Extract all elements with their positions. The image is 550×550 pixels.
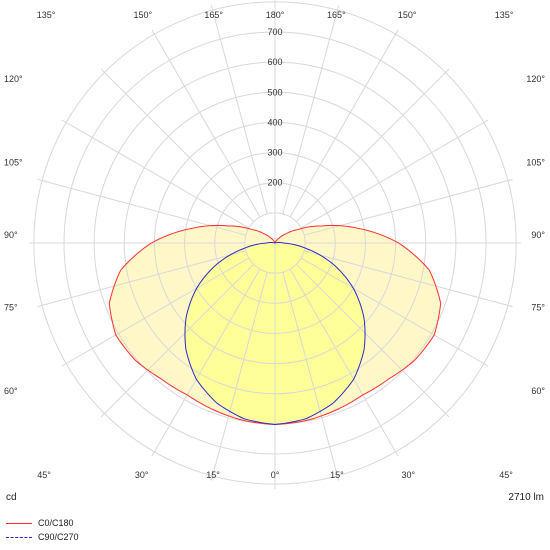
curve-c90-c270 [184, 242, 366, 425]
legend-swatch-red [6, 522, 32, 524]
angle-label: 75° [4, 302, 18, 312]
grid-spoke [303, 178, 513, 236]
radial-tick-label: 700 [267, 27, 282, 37]
grid-spoke [61, 119, 250, 229]
grid-spoke [210, 5, 268, 215]
grid-spoke [289, 268, 399, 457]
grid-spoke [300, 119, 489, 229]
radial-tick-label: 300 [267, 148, 282, 158]
polar-chart: 200 300 400 500 600 700 0° 15° 15° 30° 30° 45° 45° 60… [4, 0, 545, 489]
grid-spoke [295, 68, 450, 223]
angle-label: 45° [37, 470, 51, 480]
radial-tick-label: 200 [267, 178, 282, 188]
grid-spoke [61, 257, 250, 367]
angle-label: 165° [204, 10, 223, 20]
grid-spoke [100, 263, 255, 418]
angle-label: 180° [266, 10, 285, 20]
grid-spoke [151, 29, 261, 218]
radial-tick-label: 600 [267, 57, 282, 67]
grid-spoke [37, 250, 247, 308]
legend-swatch-blue [6, 536, 32, 538]
angle-label: 75° [531, 302, 545, 312]
grid-spoke [151, 268, 261, 457]
label-layer: 200 300 400 500 600 700 0° 15° 15° 30° 30° 45° 45° 60… [4, 10, 545, 480]
grid-spoke [210, 271, 268, 481]
angle-label: 135° [495, 10, 514, 20]
angle-label: 150° [398, 10, 417, 20]
angle-label: 135° [37, 10, 56, 20]
angle-label: 60° [531, 386, 545, 396]
angle-label: 0° [271, 470, 280, 480]
legend-label-c90-c270: C90/C270 [38, 532, 79, 542]
radial-tick-label: 400 [267, 117, 282, 127]
lumen-label: 2710 lm [508, 492, 544, 503]
grid-spoke [282, 5, 340, 215]
angle-label: 120° [4, 74, 23, 84]
grid-spoke [300, 257, 489, 367]
angle-label: 15° [206, 470, 220, 480]
angle-label: 90° [4, 230, 18, 240]
legend-item-c90-c270: C90/C270 [6, 530, 79, 544]
angle-label: 30° [402, 470, 416, 480]
angle-label: 90° [531, 230, 545, 240]
grid-spoke [37, 178, 247, 236]
grid-layer [29, 0, 521, 489]
curve-layer [108, 224, 442, 425]
angle-label: 150° [133, 10, 152, 20]
angle-label: 105° [526, 158, 545, 168]
grid-spoke [295, 263, 450, 418]
legend-label-c0-c180: C0/C180 [38, 518, 74, 528]
legend: C0/C180 C90/C270 [6, 516, 79, 544]
angle-label: 45° [499, 470, 513, 480]
angle-label: 15° [330, 470, 344, 480]
grid-spoke [303, 250, 513, 308]
angle-label: 165° [327, 10, 346, 20]
angle-label: 120° [526, 74, 545, 84]
grid-spoke [282, 271, 340, 481]
angle-label: 105° [4, 158, 23, 168]
angle-label: 30° [135, 470, 149, 480]
radial-tick-label: 500 [267, 87, 282, 97]
unit-label: cd [6, 492, 17, 503]
legend-item-c0-c180: C0/C180 [6, 516, 79, 530]
angle-label: 60° [4, 386, 18, 396]
grid-spoke [100, 68, 255, 223]
grid-spoke [289, 29, 399, 218]
